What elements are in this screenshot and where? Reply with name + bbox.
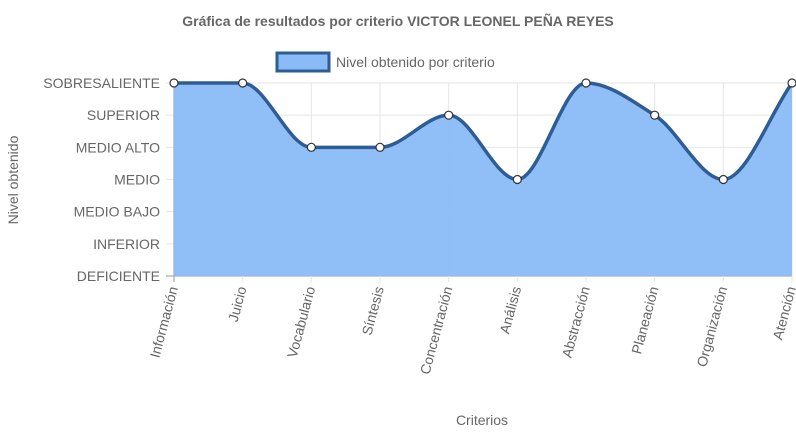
- y-tick-label: SUPERIOR: [87, 107, 160, 123]
- legend-swatch: [275, 51, 331, 73]
- x-tick-label: Abstracción: [559, 285, 593, 360]
- x-axis-label: Criterios: [456, 412, 508, 428]
- data-point[interactable]: [512, 174, 522, 185]
- series-area: [174, 83, 792, 276]
- x-tick-label: Síntesis: [359, 285, 387, 337]
- data-point[interactable]: [444, 110, 454, 120]
- data-point[interactable]: [375, 142, 385, 152]
- x-tick-label: Análisis: [496, 285, 524, 336]
- data-point[interactable]: [238, 78, 248, 88]
- y-tick-label: MEDIO BAJO: [74, 204, 160, 220]
- y-axis-ticks: DEFICIENTE INFERIOR MEDIO BAJO MEDIO MEDIO A…: [43, 75, 160, 284]
- y-tick-label: MEDIO ALTO: [76, 139, 160, 155]
- points-layer: [169, 78, 796, 185]
- area-layer: [174, 81, 794, 276]
- data-point[interactable]: [581, 78, 591, 88]
- x-axis-ticks: Información Juicio Vocabulario Síntesis Conc…: [147, 284, 796, 376]
- legend[interactable]: Nivel obtenido por criterio: [275, 51, 495, 73]
- y-tick-label: MEDIO: [114, 172, 160, 188]
- series-line: [174, 81, 794, 182]
- x-tick-label: Vocabulario: [284, 284, 318, 359]
- data-point[interactable]: [306, 142, 316, 152]
- x-tick-label: Información: [147, 285, 181, 360]
- data-point[interactable]: [787, 78, 796, 88]
- data-point[interactable]: [169, 78, 179, 88]
- y-tick-label: DEFICIENTE: [77, 268, 160, 284]
- x-tick-label: Planeación: [628, 285, 661, 356]
- data-point[interactable]: [718, 174, 728, 185]
- x-tick-label: Atención: [769, 285, 796, 342]
- x-tick-label: Juicio: [225, 284, 250, 323]
- y-axis-label: Nivel obtenido: [5, 135, 21, 224]
- x-tick-label: Organización: [693, 285, 730, 369]
- x-tick-label: Concentración: [417, 285, 456, 376]
- chart-title: Gráfica de resultados por criterio VICTO…: [182, 12, 614, 29]
- legend-label: Nivel obtenido por criterio: [336, 54, 495, 70]
- y-tick-label: SOBRESALIENTE: [43, 75, 160, 91]
- y-tick-label: INFERIOR: [93, 236, 160, 252]
- data-point[interactable]: [650, 110, 660, 120]
